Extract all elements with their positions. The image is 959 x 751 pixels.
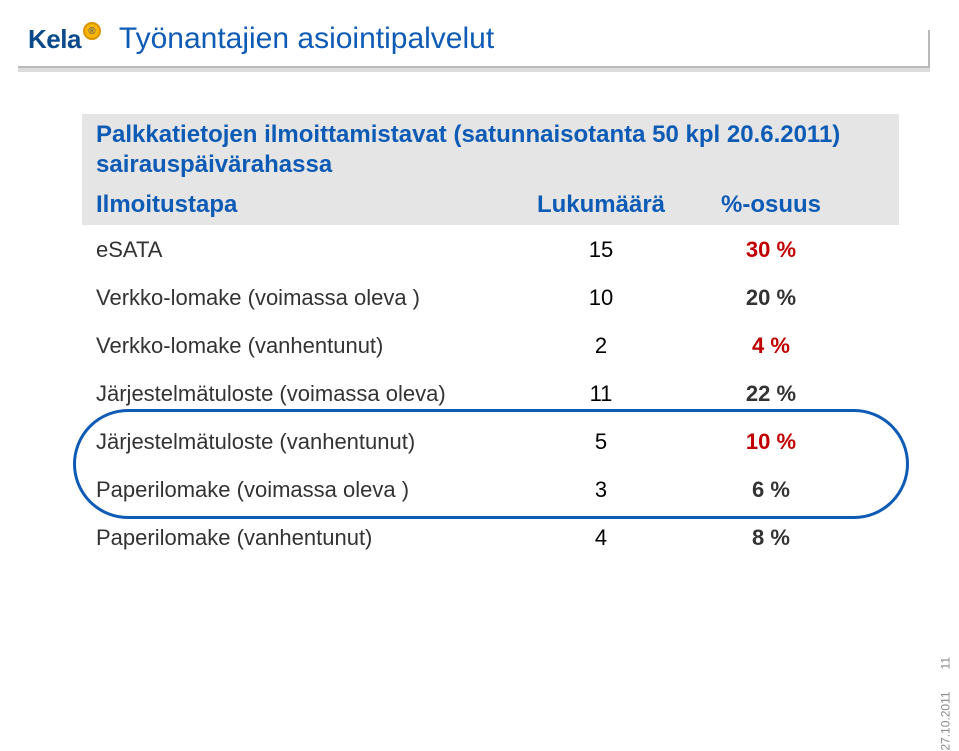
table-body: eSATA 15 30 % Verkko-lomake (voimassa ol… — [82, 227, 899, 563]
row-count: 11 — [516, 381, 686, 407]
row-label: Verkko-lomake (vanhentunut) — [96, 333, 516, 359]
row-count: 3 — [516, 477, 686, 503]
table-row: Järjestelmätuloste (vanhentunut) 5 10 % — [82, 419, 899, 467]
table-row: Paperilomake (voimassa oleva ) 3 6 % — [82, 467, 899, 515]
row-count: 10 — [516, 285, 686, 311]
row-count: 15 — [516, 237, 686, 263]
footer-date: 27.10.2011 — [939, 691, 953, 750]
row-count: 4 — [516, 525, 686, 551]
row-label: eSATA — [96, 237, 516, 263]
row-pct: 22 % — [686, 381, 856, 407]
table-row: Järjestelmätuloste (voimassa oleva) 11 2… — [82, 371, 899, 419]
row-count: 2 — [516, 333, 686, 359]
table-header-col2: Lukumäärä — [516, 191, 686, 219]
table-title-line1: Palkkatietojen ilmoittamistavat (satunna… — [96, 120, 889, 150]
row-label: Paperilomake (vanhentunut) — [96, 525, 516, 551]
header-separator — [18, 66, 930, 68]
row-pct: 4 % — [686, 333, 856, 359]
content-area: Palkkatietojen ilmoittamistavat (satunna… — [0, 72, 959, 563]
logo: Kela ® — [28, 24, 101, 55]
table-row: Verkko-lomake (voimassa oleva ) 10 20 % — [82, 275, 899, 323]
row-label: Paperilomake (voimassa oleva ) — [96, 477, 516, 503]
row-label: Järjestelmätuloste (vanhentunut) — [96, 429, 516, 455]
table-header-col3: %-osuus — [686, 191, 856, 219]
logo-text: Kela — [28, 24, 81, 55]
page-title: Työnantajien asiointipalvelut — [119, 22, 494, 56]
logo-badge-icon: ® — [83, 22, 101, 40]
slide-page: Kela ® Työnantajien asiointipalvelut Pal… — [0, 0, 959, 679]
table-row: Paperilomake (vanhentunut) 4 8 % — [82, 515, 899, 563]
table-header-row: Ilmoitustapa Lukumäärä %-osuus — [82, 185, 899, 225]
table-header-col1: Ilmoitustapa — [96, 191, 516, 219]
row-pct: 6 % — [686, 477, 856, 503]
table-title-line2: sairauspäivärahassa — [96, 150, 889, 180]
row-pct: 20 % — [686, 285, 856, 311]
table-row: Verkko-lomake (vanhentunut) 2 4 % — [82, 323, 899, 371]
footer-vertical: 27.10.2011 11 — [939, 657, 953, 751]
row-label: Verkko-lomake (voimassa oleva ) — [96, 285, 516, 311]
table-row: eSATA 15 30 % — [82, 227, 899, 275]
row-pct: 10 % — [686, 429, 856, 455]
row-pct: 30 % — [686, 237, 856, 263]
header-row: Kela ® Työnantajien asiointipalvelut — [0, 0, 959, 56]
footer-page-num: 11 — [939, 657, 953, 669]
row-label: Järjestelmätuloste (voimassa oleva) — [96, 381, 516, 407]
table-title: Palkkatietojen ilmoittamistavat (satunna… — [82, 114, 899, 186]
row-count: 5 — [516, 429, 686, 455]
row-pct: 8 % — [686, 525, 856, 551]
